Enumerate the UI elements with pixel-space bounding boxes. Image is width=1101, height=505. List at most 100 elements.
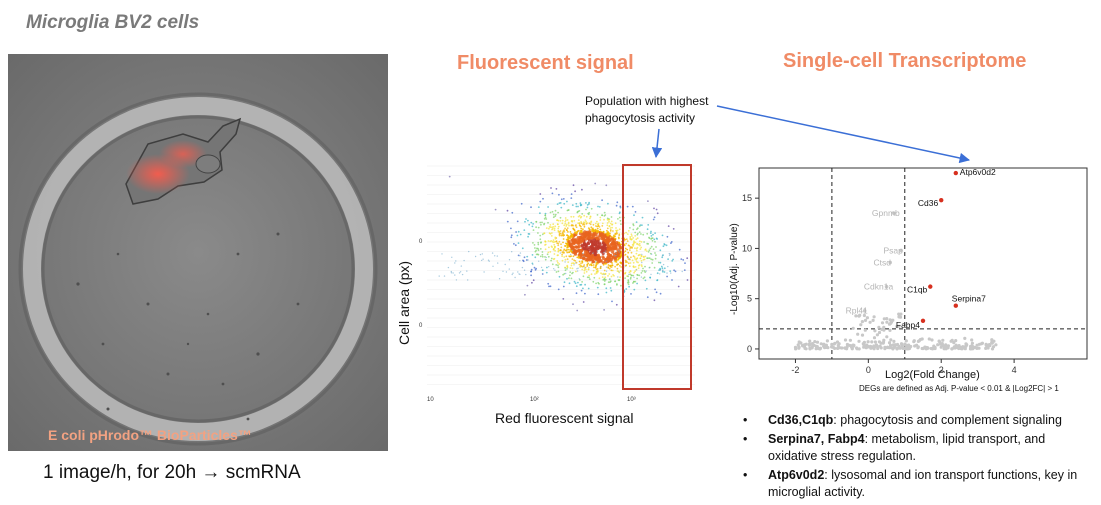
scatter-point [590,253,594,257]
scatter-point [574,282,577,285]
scatter-point [646,232,649,235]
scatter-point [508,268,510,270]
scatter-point [502,270,504,272]
significant-gene-point [953,170,958,176]
gene-point [871,318,875,322]
gene-point [833,341,837,345]
scatter-point [614,255,616,257]
scatter-point [570,215,573,218]
gene-point [861,342,865,346]
scatter-point [583,225,586,228]
scatter-point [612,230,614,232]
scatter-point [611,223,614,226]
scatter-point [558,232,561,235]
scatter-point [663,267,666,270]
x-tick-label: 10³ [627,397,636,403]
scatter-point [595,282,597,285]
scatter-point [586,263,589,266]
scatter-point [663,271,666,273]
scatter-point [627,280,630,282]
scatter-point [661,234,664,237]
scatter-point [564,220,567,223]
population-annotation: Population with highest phagocytosis act… [585,93,708,127]
scatter-point [608,248,612,252]
scatter-point [599,266,602,268]
scatter-point [557,225,560,228]
scatter-point [566,251,569,254]
scatter-point [587,246,591,250]
gene-point [815,340,820,344]
scatter-point [530,221,533,224]
scatter-point [580,244,585,248]
scatter-point [563,281,566,284]
volcano-plot: -2 0 2 4 0 5 10 15 Gpnmb Psap Ctsd Cdkn1a Rpl41 Atp6… [729,167,1088,393]
scatter-point [562,298,565,300]
scatter-point [571,233,574,236]
scatter-point [575,205,578,208]
scatter-point [575,202,578,205]
scatter-point [619,211,621,214]
gene-label: Rpl41 [846,306,868,316]
scatter-point [646,296,649,299]
scatter-point [641,216,644,219]
scatter-point [581,260,584,263]
gene-point [799,341,803,345]
scatter-point [673,269,675,272]
gene-point [863,328,867,332]
scatter-point [585,222,588,225]
scatter-point [644,265,646,268]
scatter-point [604,278,607,281]
x-tick-label: 10² [530,397,539,403]
scatter-point [667,258,669,260]
scatter-point [583,214,586,217]
scatter-point [625,242,628,245]
scatter-point [564,261,566,263]
gene-point [882,317,886,321]
gene-point [952,346,956,350]
scatter-point [550,235,553,237]
scatter-point [632,244,635,247]
scatter-point [551,232,553,234]
scatter-point [662,245,665,248]
scatter-point [567,221,570,224]
scatter-point [591,228,593,231]
scatter-point [554,269,556,271]
scatter-point [551,246,553,248]
scatter-point [632,280,635,283]
scatter-point [628,265,631,268]
scatter-point [610,220,613,223]
gene-point [963,336,967,340]
scatter-point [579,203,582,206]
gene-point [872,336,877,340]
scatter-point [640,255,643,258]
scatter-point [506,209,509,212]
scatter-point [633,266,635,269]
scatter-point [563,248,566,251]
scatter-point [641,224,643,226]
scatter-point [576,268,578,270]
scatter-point [547,282,550,285]
scatter-point [510,236,513,239]
scatter-point [585,202,587,204]
gene-function: : phagocytosis and complement signaling [833,413,1062,427]
scatter-point [451,256,453,258]
scatter-point [565,223,568,226]
scatter-point [670,241,673,243]
scatter-point [606,259,610,263]
scatter-point [570,197,573,199]
scatter-point [636,277,638,280]
gene-point [870,340,874,344]
scatter-point [559,252,562,254]
scatter-point [616,229,619,232]
scatter-point [597,281,600,284]
scatter-point [537,241,540,244]
scatter-point [611,250,615,254]
scatter-point [544,214,547,217]
scatter-point [574,190,576,193]
scatter-point [566,277,568,280]
scatter-point [618,251,620,253]
scatter-point [584,266,587,269]
scatter-point [544,212,547,215]
scatter-point [608,220,610,223]
volcano-ticks: -2 0 2 4 0 5 10 15 [742,193,1017,375]
